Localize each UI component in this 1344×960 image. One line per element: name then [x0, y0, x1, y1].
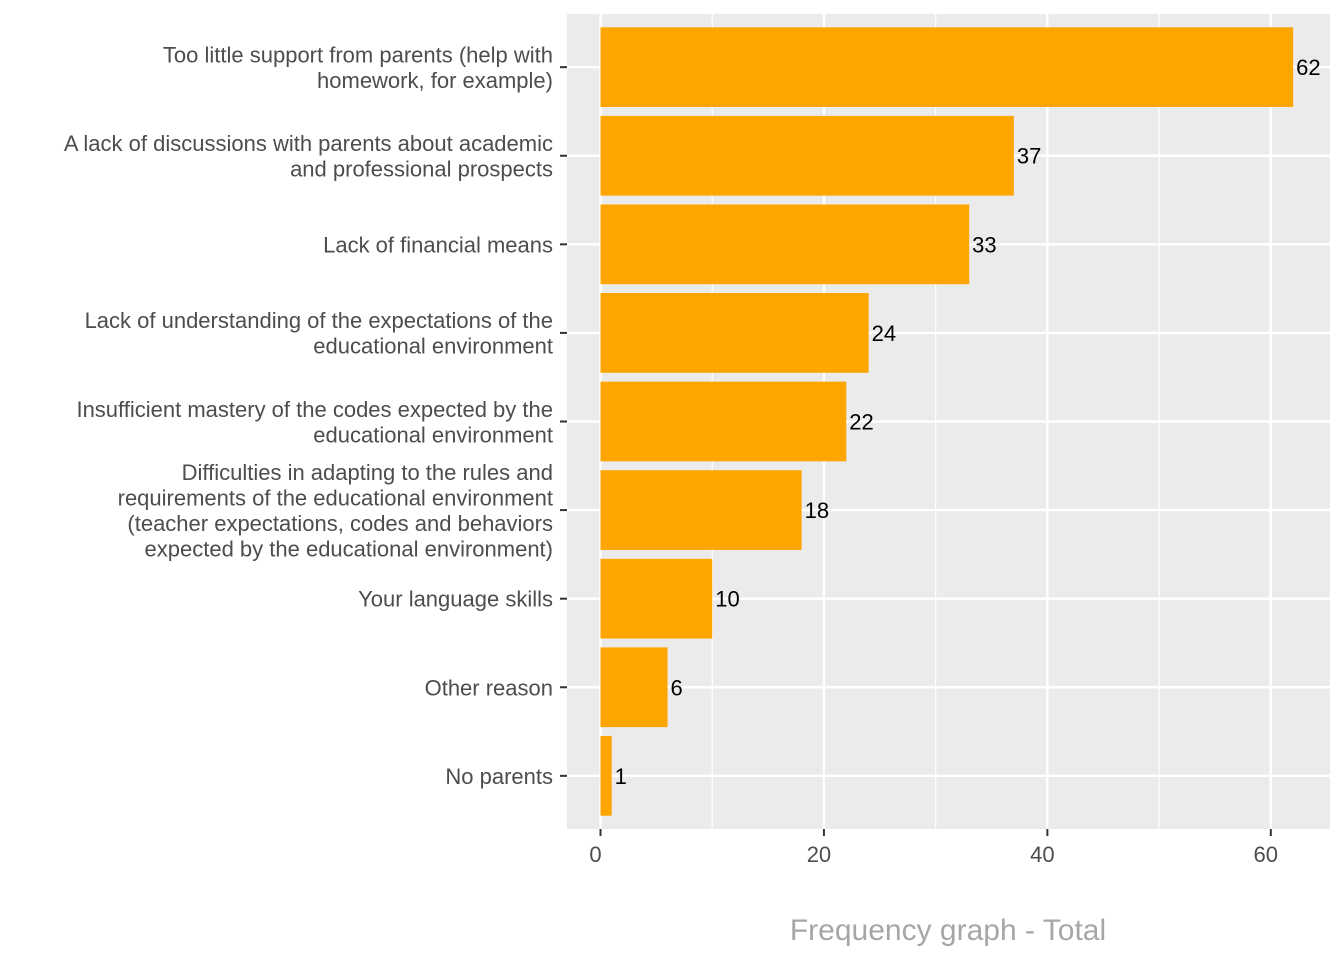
- category-label-line: A lack of discussions with parents about…: [64, 131, 553, 156]
- bar: [600, 470, 802, 550]
- y-axis-labels: Too little support from parents (help wi…: [64, 42, 553, 788]
- y-axis-ticks: [560, 66, 567, 777]
- x-axis-labels: 0 20 40 60: [589, 842, 1278, 867]
- bars: [600, 27, 1294, 816]
- category-label-line: Difficulties in adapting to the rules an…: [182, 460, 553, 485]
- category-label: No parents: [445, 764, 553, 789]
- category-label: A lack of discussions with parents about…: [64, 131, 553, 182]
- x-tick-label: 60: [1254, 842, 1278, 867]
- data-label: 37: [1017, 144, 1041, 169]
- category-label-line: Lack of understanding of the expectation…: [85, 308, 553, 333]
- category-label-line: expected by the educational environment): [145, 536, 553, 561]
- category-label-line: and professional prospects: [290, 156, 553, 181]
- x-axis-ticks: [599, 829, 1272, 836]
- x-tick-label: 20: [807, 842, 831, 867]
- category-label: Lack of understanding of the expectation…: [85, 308, 553, 359]
- bar: [600, 27, 1294, 108]
- x-tick-label: 0: [589, 842, 601, 867]
- bar: [600, 204, 970, 285]
- category-label: Insufficient mastery of the codes expect…: [76, 397, 553, 448]
- category-label: Your language skills: [358, 587, 553, 612]
- category-label-line: educational environment: [313, 422, 553, 447]
- category-label-line: educational environment: [313, 334, 553, 359]
- category-label: Lack of financial means: [323, 232, 553, 257]
- data-label: 24: [872, 321, 896, 346]
- bar: [600, 647, 668, 728]
- data-label: 18: [805, 498, 829, 523]
- category-label-line: Insufficient mastery of the codes expect…: [76, 397, 553, 422]
- category-label: Difficulties in adapting to the rules an…: [118, 460, 553, 562]
- data-label: 1: [615, 764, 627, 789]
- data-label: 33: [972, 232, 996, 257]
- bar: [600, 558, 713, 639]
- data-label: 6: [671, 675, 683, 700]
- x-axis-title: Frequency graph - Total: [790, 914, 1106, 947]
- data-label: 10: [715, 587, 739, 612]
- category-label-line: requirements of the educational environm…: [118, 485, 553, 510]
- bar: [600, 735, 612, 816]
- category-label: Other reason: [425, 675, 553, 700]
- category-label-line: (teacher expectations, codes and behavio…: [127, 511, 553, 536]
- category-label-line: No parents: [445, 764, 553, 789]
- x-tick-label: 40: [1030, 842, 1054, 867]
- category-label-line: homework, for example): [317, 68, 553, 93]
- category-label-line: Your language skills: [358, 587, 553, 612]
- data-label: 62: [1296, 55, 1320, 80]
- bar: [600, 293, 869, 373]
- bar: [600, 381, 847, 462]
- data-label: 22: [849, 410, 873, 435]
- data-labels: 62 37 33 24 22 18 10 6 1: [615, 55, 1321, 789]
- category-label-line: Other reason: [425, 675, 553, 700]
- category-label: Too little support from parents (help wi…: [163, 42, 553, 93]
- bar: [600, 115, 1014, 196]
- category-label-line: Too little support from parents (help wi…: [163, 42, 553, 67]
- category-label-line: Lack of financial means: [323, 232, 553, 257]
